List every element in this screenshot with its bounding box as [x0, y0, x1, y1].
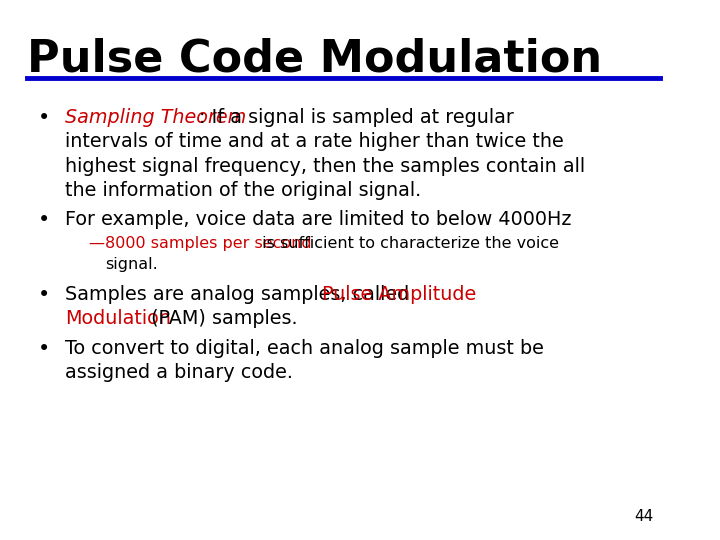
Text: Sampling Theorem: Sampling Theorem: [65, 108, 246, 127]
Text: assigned a binary code.: assigned a binary code.: [65, 363, 292, 382]
Text: (PAM) samples.: (PAM) samples.: [145, 309, 297, 328]
Text: •: •: [37, 339, 50, 359]
Text: Pulse Code Modulation: Pulse Code Modulation: [27, 38, 603, 81]
Text: •: •: [37, 210, 50, 230]
Text: Pulse Amplitude: Pulse Amplitude: [322, 285, 476, 304]
Text: Samples are analog samples, called: Samples are analog samples, called: [65, 285, 415, 304]
Text: : If a signal is sampled at regular: : If a signal is sampled at regular: [199, 108, 513, 127]
Text: •: •: [37, 285, 50, 305]
Text: the information of the original signal.: the information of the original signal.: [65, 181, 421, 200]
Text: 8000 samples per second: 8000 samples per second: [106, 236, 312, 251]
Text: To convert to digital, each analog sample must be: To convert to digital, each analog sampl…: [65, 339, 544, 358]
Text: signal.: signal.: [106, 256, 158, 272]
Text: intervals of time and at a rate higher than twice the: intervals of time and at a rate higher t…: [65, 132, 564, 151]
Text: •: •: [37, 108, 50, 128]
Text: —: —: [89, 236, 104, 251]
Text: highest signal frequency, then the samples contain all: highest signal frequency, then the sampl…: [65, 157, 585, 176]
Text: For example, voice data are limited to below 4000Hz: For example, voice data are limited to b…: [65, 210, 571, 228]
Text: 44: 44: [634, 509, 653, 524]
Text: is sufficient to characterize the voice: is sufficient to characterize the voice: [256, 236, 559, 251]
Text: Modulation: Modulation: [65, 309, 171, 328]
